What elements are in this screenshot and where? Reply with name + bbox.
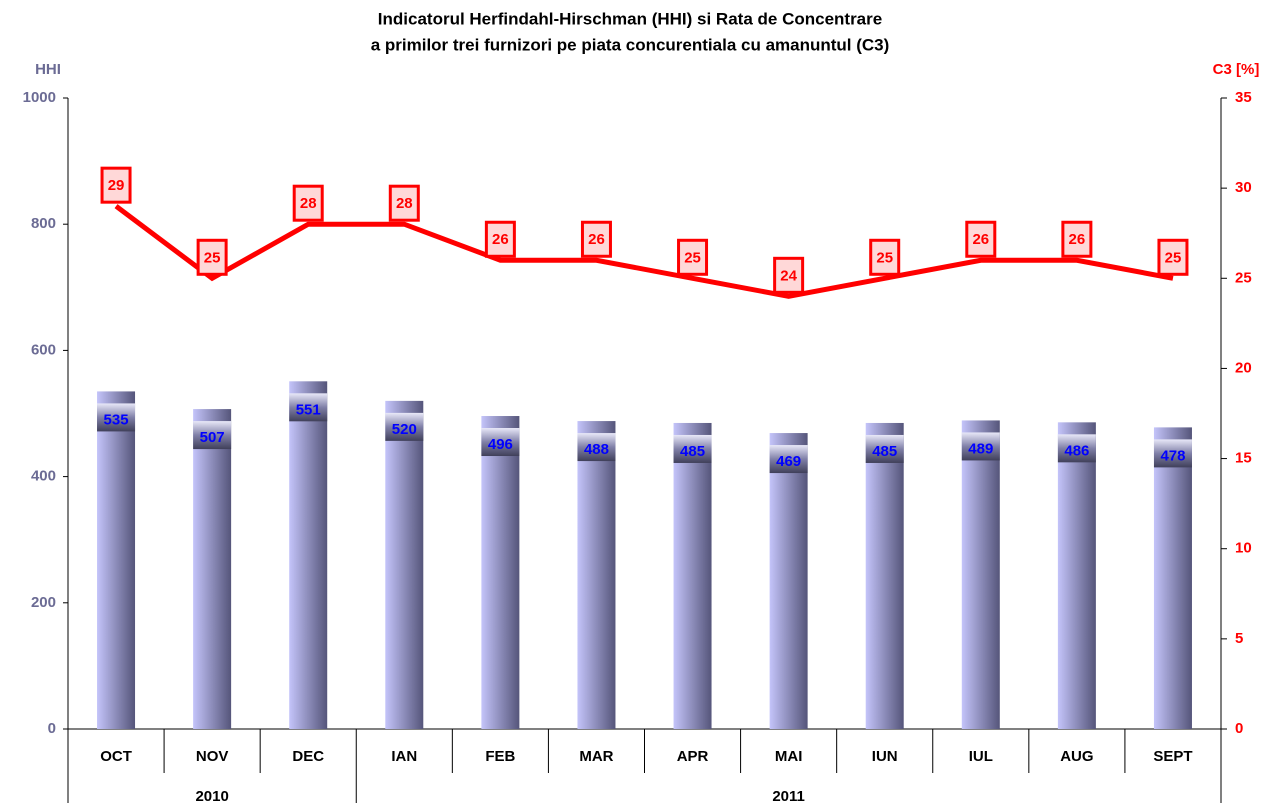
- bar-value-label: 485: [680, 443, 705, 460]
- x-tick-label: MAR: [579, 748, 613, 765]
- bar-label-box: [769, 445, 808, 474]
- y-tick-label: 600: [31, 341, 56, 358]
- bar-value-label: 478: [1160, 447, 1185, 464]
- bar: [865, 422, 904, 729]
- chart-title: a primilor trei furnizori pe piata concu…: [371, 35, 890, 54]
- line-label-box: [869, 238, 901, 276]
- bar-label-box: [481, 428, 520, 457]
- line-value-label: 29: [108, 177, 125, 194]
- bar-value-label: 507: [200, 429, 225, 446]
- bar-label-box: [961, 432, 1000, 461]
- bar-value-label: 486: [1064, 442, 1089, 459]
- line-value-label: 28: [300, 195, 317, 212]
- line-label-box: [965, 220, 997, 258]
- line-value-label: 25: [204, 249, 221, 266]
- bar-value-label: 551: [296, 401, 321, 418]
- bar-label-box: [865, 434, 904, 463]
- y-tick-label: 800: [31, 215, 56, 232]
- y-tick-label: 400: [31, 468, 56, 485]
- bar-value-label: 496: [488, 436, 513, 453]
- x-tick-label: NOV: [196, 748, 229, 765]
- bar: [481, 416, 520, 729]
- x-tick-label: OCT: [100, 748, 132, 765]
- bar: [193, 409, 232, 729]
- line-value-label: 26: [588, 231, 605, 248]
- line-label-box: [677, 238, 709, 276]
- year-label: 2011: [772, 788, 805, 803]
- line-label-box: [773, 256, 805, 294]
- line-label-box: [1157, 238, 1189, 276]
- bar: [97, 391, 136, 729]
- y-tick-label: 200: [31, 594, 56, 611]
- bar-value-label: 535: [104, 411, 129, 428]
- line-label-box: [100, 166, 132, 204]
- bar: [769, 433, 808, 729]
- line-value-label: 25: [876, 249, 893, 266]
- line-label-box: [484, 220, 516, 258]
- y2-axis-label: C3 [%]: [1213, 61, 1260, 78]
- bar-value-label: 520: [392, 421, 417, 438]
- y-tick-label: 1000: [23, 89, 56, 106]
- line-label-box: [196, 238, 228, 276]
- bar: [1153, 427, 1192, 729]
- x-tick-label: IAN: [391, 748, 417, 765]
- line-value-label: 26: [972, 231, 989, 248]
- line-value-label: 25: [684, 249, 701, 266]
- y-axis-label: HHI: [35, 61, 61, 78]
- x-tick-label: MAI: [775, 748, 803, 765]
- x-tick-label: DEC: [292, 748, 324, 765]
- bar: [577, 421, 616, 729]
- x-tick-label: APR: [677, 748, 709, 765]
- line-value-label: 26: [1069, 231, 1086, 248]
- y2-tick-label: 15: [1235, 450, 1252, 467]
- line: [114, 204, 1174, 299]
- y2-tick-label: 10: [1235, 540, 1252, 557]
- y2-tick-label: 35: [1235, 89, 1252, 106]
- bar-label-box: [97, 403, 136, 432]
- x-tick-label: AUG: [1060, 748, 1093, 765]
- line-value-label: 24: [780, 267, 797, 284]
- line-label-box: [1061, 220, 1093, 258]
- line-value-label: 26: [492, 231, 509, 248]
- y2-tick-label: 20: [1235, 359, 1252, 376]
- bar: [961, 420, 1000, 729]
- y-tick-label: 0: [48, 720, 56, 737]
- bar-label-box: [289, 393, 328, 422]
- x-tick-label: IUN: [872, 748, 898, 765]
- line-label-box: [388, 184, 420, 222]
- line-value-label: 28: [396, 195, 413, 212]
- bar-value-label: 485: [872, 443, 897, 460]
- line-label-box: [292, 184, 324, 222]
- line-value-label: 25: [1165, 249, 1182, 266]
- bar-label-box: [673, 434, 712, 463]
- bar-value-label: 489: [968, 440, 993, 457]
- bar-label-box: [1057, 434, 1096, 463]
- y2-tick-label: 0: [1235, 720, 1243, 737]
- bar: [289, 381, 328, 729]
- bar: [673, 422, 712, 729]
- bar: [1057, 422, 1096, 729]
- bar-label-box: [193, 421, 232, 450]
- line-label-box: [580, 220, 612, 258]
- year-label: 2010: [195, 788, 228, 803]
- y2-tick-label: 5: [1235, 630, 1243, 647]
- bar-label-box: [385, 412, 424, 441]
- y2-tick-label: 30: [1235, 179, 1252, 196]
- bar: [385, 400, 424, 729]
- bar-label-box: [1153, 439, 1192, 468]
- x-tick-label: IUL: [969, 748, 993, 765]
- bar-value-label: 469: [776, 453, 801, 470]
- bar-label-box: [577, 433, 616, 462]
- y2-tick-label: 25: [1235, 269, 1252, 286]
- x-tick-label: FEB: [485, 748, 515, 765]
- x-tick-label: SEPT: [1153, 748, 1192, 765]
- chart-title: Indicatorul Herfindahl-Hirschman (HHI) s…: [378, 9, 882, 28]
- bar-value-label: 488: [584, 441, 609, 458]
